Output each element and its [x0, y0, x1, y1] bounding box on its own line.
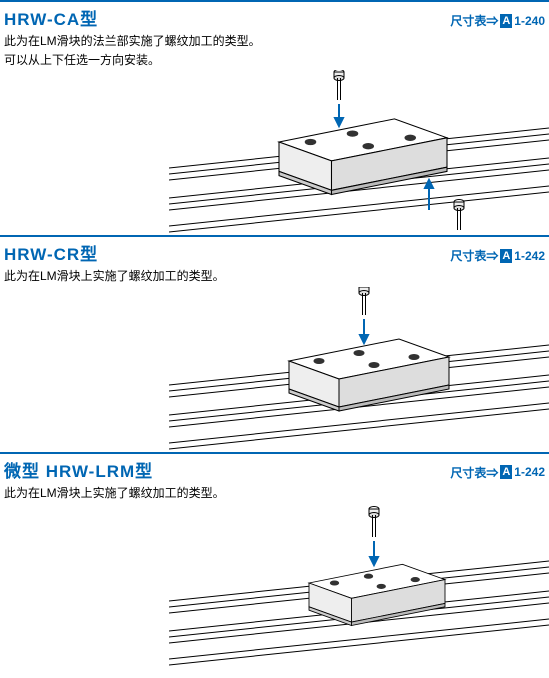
product-section: HRW-CA型尺寸表⇒A1-240此为在LM滑块的法兰部实施了螺纹加工的类型。可… [0, 0, 549, 235]
section-header: 微型 HRW-LRM型 尺寸表⇒A1-242 [0, 454, 549, 482]
dimension-reference: 尺寸表⇒A1-242 [450, 247, 545, 264]
model-title: HRW-CA型 [4, 5, 98, 30]
description-line: 可以从上下任选一方向安装。 [4, 51, 545, 70]
description-area: 此为在LM滑块上实施了螺纹加工的类型。 [0, 265, 549, 286]
dim-page: 1-240 [514, 14, 545, 28]
figure-illustration [0, 70, 549, 235]
model-title: 微型 HRW-LRM型 [4, 457, 153, 482]
dim-box: A [500, 249, 512, 263]
description-line: 此为在LM滑块的法兰部实施了螺纹加工的类型。 [4, 32, 545, 51]
dim-label: 尺寸表⇒ [450, 12, 498, 29]
dim-box: A [500, 465, 512, 479]
product-section: 微型 HRW-LRM型 尺寸表⇒A1-242 此为在LM滑块上实施了螺纹加工的类型。 [0, 452, 549, 678]
dim-label: 尺寸表⇒ [450, 247, 498, 264]
dimension-reference: 尺寸表⇒A1-240 [450, 12, 545, 29]
description-line: 此为在LM滑块上实施了螺纹加工的类型。 [4, 267, 545, 286]
dim-page: 1-242 [514, 249, 545, 263]
model-title: HRW-CR型 [4, 240, 98, 265]
figure-illustration [0, 503, 549, 678]
section-header: HRW-CR型 尺寸表⇒A1-242 [0, 237, 549, 265]
description-line: 此为在LM滑块上实施了螺纹加工的类型。 [4, 484, 545, 503]
description-area: 此为在LM滑块上实施了螺纹加工的类型。 [0, 482, 549, 503]
dimension-reference: 尺寸表⇒A1-242 [450, 464, 545, 481]
dim-page: 1-242 [514, 465, 545, 479]
product-section: HRW-CR型 尺寸表⇒A1-242 此为在LM滑块上实施了螺纹加工的类型。 [0, 235, 549, 451]
figure-illustration [0, 287, 549, 452]
description-area: 此为在LM滑块的法兰部实施了螺纹加工的类型。可以从上下任选一方向安装。 [0, 30, 549, 70]
dim-label: 尺寸表⇒ [450, 464, 498, 481]
section-header: HRW-CA型 尺寸表⇒A1-240 [0, 2, 549, 30]
dim-box: A [500, 14, 512, 28]
